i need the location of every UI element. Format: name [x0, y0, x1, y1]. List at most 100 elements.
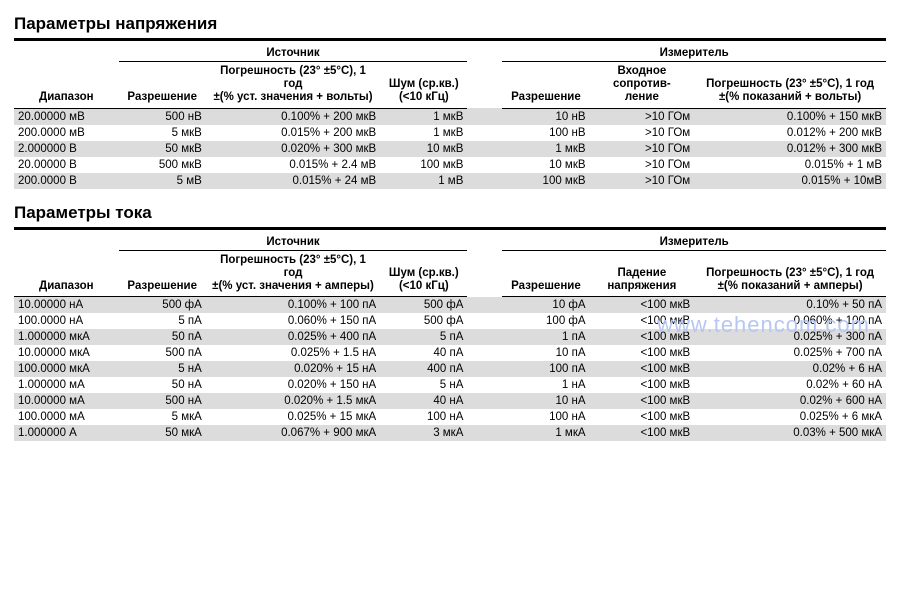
cell-res: 5 нА: [119, 361, 206, 377]
cell-res: 500 нВ: [119, 108, 206, 125]
cell-range: 10.00000 мкА: [14, 345, 119, 361]
cell-res: 500 мкВ: [119, 157, 206, 173]
cell-acc: 0.020% + 150 нА: [206, 377, 380, 393]
cell-range: 100.0000 мкА: [14, 361, 119, 377]
cell-res2: 1 мкВ: [502, 141, 589, 157]
cell-spacer: [467, 297, 502, 314]
cell-acc2: 0.02% + 600 нА: [694, 393, 886, 409]
cell-acc2: 0.10% + 50 пА: [694, 297, 886, 314]
cell-vd: <100 мкВ: [590, 409, 695, 425]
cell-spacer: [467, 361, 502, 377]
cell-noise: 1 мкВ: [380, 108, 467, 125]
cell-inres: >10 ГОм: [590, 141, 695, 157]
cell-inres: >10 ГОм: [590, 108, 695, 125]
cell-acc2: 0.02% + 60 нА: [694, 377, 886, 393]
cell-spacer: [467, 141, 502, 157]
cell-res2: 1 нА: [502, 377, 589, 393]
cell-spacer: [467, 173, 502, 189]
current-group-meter: Измеритель: [502, 232, 886, 251]
cell-acc: 0.015% + 24 мВ: [206, 173, 380, 189]
cell-spacer: [467, 393, 502, 409]
cell-res: 5 пА: [119, 313, 206, 329]
cell-noise: 5 пА: [380, 329, 467, 345]
cell-res2: 10 мкВ: [502, 157, 589, 173]
table-row: 100.0000 мА5 мкА0.025% + 15 мкА100 нА100…: [14, 409, 886, 425]
cell-res2: 100 мкВ: [502, 173, 589, 189]
cell-acc2: 0.025% + 6 мкА: [694, 409, 886, 425]
col-vdrop: Падениенапряжения: [590, 250, 695, 297]
cell-spacer: [467, 377, 502, 393]
cell-acc2: 0.012% + 300 мкВ: [694, 141, 886, 157]
cell-vd: <100 мкВ: [590, 393, 695, 409]
cell-spacer: [467, 108, 502, 125]
voltage-table: Источник Измеритель Диапазон Разрешение …: [14, 43, 886, 189]
cell-inres: >10 ГОм: [590, 173, 695, 189]
col-noise: Шум (ср.кв.)(<10 кГц): [380, 250, 467, 297]
current-group-source: Источник: [119, 232, 468, 251]
cell-noise: 400 пА: [380, 361, 467, 377]
cell-acc: 0.020% + 300 мкВ: [206, 141, 380, 157]
cell-acc2: 0.02% + 6 нА: [694, 361, 886, 377]
cell-noise: 100 мкВ: [380, 157, 467, 173]
table-row: 1.000000 мА50 нА0.020% + 150 нА5 нА1 нА<…: [14, 377, 886, 393]
cell-vd: <100 мкВ: [590, 297, 695, 314]
table-row: 20.00000 В500 мкВ0.015% + 2.4 мВ100 мкВ1…: [14, 157, 886, 173]
cell-res2: 10 пА: [502, 345, 589, 361]
cell-res: 5 мкВ: [119, 125, 206, 141]
cell-res2: 100 нВ: [502, 125, 589, 141]
cell-spacer: [467, 329, 502, 345]
cell-res2: 10 фА: [502, 297, 589, 314]
cell-res: 5 мкА: [119, 409, 206, 425]
col-noise: Шум (ср.кв.)(<10 кГц): [380, 62, 467, 109]
cell-range: 10.00000 нА: [14, 297, 119, 314]
col-resolution: Разрешение: [119, 62, 206, 109]
cell-res: 50 пА: [119, 329, 206, 345]
cell-acc2: 0.025% + 700 пА: [694, 345, 886, 361]
col-range: Диапазон: [14, 250, 119, 297]
cell-range: 1.000000 мА: [14, 377, 119, 393]
table-row: 200.0000 мВ5 мкВ0.015% + 200 мкВ1 мкВ100…: [14, 125, 886, 141]
col-resolution2: Разрешение: [502, 62, 589, 109]
cell-acc2: 0.012% + 200 мкВ: [694, 125, 886, 141]
cell-acc2: 0.015% + 10мВ: [694, 173, 886, 189]
cell-noise: 1 мкВ: [380, 125, 467, 141]
table-row: 2.000000 В50 мкВ0.020% + 300 мкВ10 мкВ1 …: [14, 141, 886, 157]
cell-range: 20.00000 мВ: [14, 108, 119, 125]
cell-acc: 0.015% + 200 мкВ: [206, 125, 380, 141]
cell-inres: >10 ГОм: [590, 157, 695, 173]
cell-noise: 500 фА: [380, 297, 467, 314]
table-row: 200.0000 В5 мВ0.015% + 24 мВ1 мВ100 мкВ>…: [14, 173, 886, 189]
cell-noise: 100 нА: [380, 409, 467, 425]
col-accuracy-src: Погрешность (23° ±5°C), 1 год±(% уст. зн…: [206, 62, 380, 109]
cell-spacer: [467, 125, 502, 141]
col-range: Диапазон: [14, 62, 119, 109]
current-title: Параметры тока: [14, 203, 886, 223]
cell-noise: 500 фА: [380, 313, 467, 329]
cell-acc2: 0.015% + 1 мВ: [694, 157, 886, 173]
cell-spacer: [467, 425, 502, 441]
col-accuracy-meas: Погрешность (23° ±5°C), 1 год±(% показан…: [694, 250, 886, 297]
cell-res: 500 пА: [119, 345, 206, 361]
cell-vd: <100 мкВ: [590, 345, 695, 361]
current-rule: [14, 227, 886, 230]
cell-range: 100.0000 мА: [14, 409, 119, 425]
cell-noise: 40 нА: [380, 393, 467, 409]
cell-spacer: [467, 157, 502, 173]
cell-res: 500 фА: [119, 297, 206, 314]
col-resolution: Разрешение: [119, 250, 206, 297]
cell-acc2: 0.100% + 150 мкВ: [694, 108, 886, 125]
cell-acc: 0.060% + 150 пА: [206, 313, 380, 329]
col-accuracy-src: Погрешность (23° ±5°C), 1 год±(% уст. зн…: [206, 250, 380, 297]
voltage-rule: [14, 38, 886, 41]
cell-range: 1.000000 А: [14, 425, 119, 441]
cell-acc: 0.025% + 1.5 нА: [206, 345, 380, 361]
cell-res: 50 мкА: [119, 425, 206, 441]
cell-range: 2.000000 В: [14, 141, 119, 157]
cell-vd: <100 мкВ: [590, 425, 695, 441]
cell-res2: 1 пА: [502, 329, 589, 345]
cell-inres: >10 ГОм: [590, 125, 695, 141]
cell-spacer: [467, 313, 502, 329]
table-row: 100.0000 мкА5 нА0.020% + 15 нА400 пА100 …: [14, 361, 886, 377]
cell-noise: 10 мкВ: [380, 141, 467, 157]
table-row: 10.00000 мкА500 пА0.025% + 1.5 нА40 пА10…: [14, 345, 886, 361]
